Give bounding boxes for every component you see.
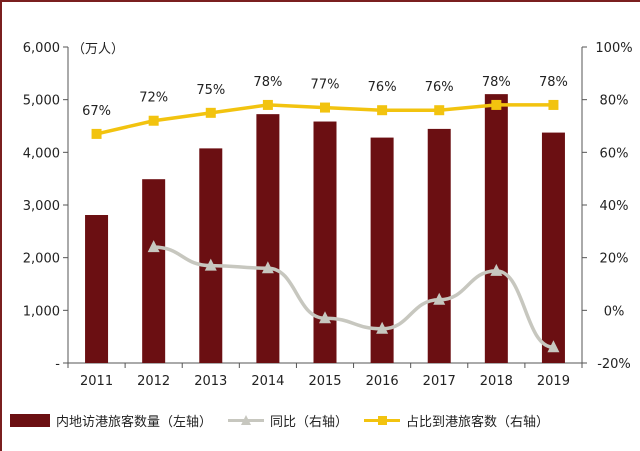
legend-item-visitors: 内地访港旅客数量（左轴） — [10, 411, 212, 430]
data-label-share: 76% — [425, 80, 454, 95]
marker-yoy — [490, 263, 503, 276]
x-tick-label: 2015 — [308, 374, 341, 389]
chart-legend: 内地访港旅客数量（左轴） 同比（右轴） 占比到港旅客数（右轴） — [10, 408, 635, 432]
bar-visitors — [484, 94, 508, 364]
marker-yoy — [547, 340, 560, 353]
right-tick-label: 100% — [595, 41, 632, 56]
x-tick-label: 2017 — [423, 374, 456, 389]
data-label-share: 76% — [368, 80, 397, 95]
marker-share — [262, 99, 273, 110]
marker-yoy — [147, 240, 160, 253]
bar-visitors — [313, 121, 337, 363]
data-label-share: 78% — [482, 75, 511, 90]
marker-yoy — [319, 311, 331, 324]
frame-left-border — [0, 0, 2, 451]
x-tick-label: 2013 — [194, 374, 227, 389]
marker-share — [491, 99, 502, 110]
legend-label-visitors: 内地访港旅客数量（左轴） — [56, 414, 213, 430]
legend-item-yoy: 同比（右轴） — [228, 411, 348, 430]
x-tick-label: 2019 — [537, 374, 570, 389]
left-axis-unit-label: （万人） — [72, 42, 124, 57]
marker-yoy — [261, 261, 274, 274]
marker-share — [91, 128, 102, 139]
data-label-share: 67% — [82, 104, 111, 119]
marker-share — [377, 105, 388, 116]
left-tick-label: 5,000 — [23, 94, 60, 109]
bar-visitors — [199, 148, 223, 363]
legend-yoy-swatch — [228, 414, 265, 427]
bar-visitors — [256, 114, 280, 364]
x-tick-label: 2016 — [366, 374, 399, 389]
left-tick-label: - — [55, 357, 60, 372]
legend-label-yoy: 同比（右轴） — [270, 414, 349, 430]
data-label-share: 75% — [196, 83, 225, 98]
x-tick-label: 2011 — [80, 374, 113, 389]
marker-yoy — [204, 258, 217, 271]
legend-bar-swatch — [10, 413, 50, 427]
right-tick-label: 40% — [600, 199, 629, 214]
bar-visitors — [541, 132, 565, 363]
x-tick-label: 2014 — [251, 374, 284, 389]
data-label-share: 78% — [539, 75, 568, 90]
left-tick-label: 4,000 — [23, 146, 60, 161]
x-tick-label: 2012 — [137, 374, 170, 389]
data-label-share: 78% — [253, 75, 282, 90]
legend-share-swatch — [364, 414, 401, 427]
marker-yoy — [433, 292, 446, 305]
legend-item-share: 占比到港旅客数（右轴） — [364, 411, 549, 430]
bar-visitors — [142, 179, 166, 363]
marker-share — [320, 102, 330, 113]
marker-share — [148, 115, 159, 126]
left-tick-label: 1,000 — [23, 304, 60, 319]
bar-visitors — [370, 137, 394, 363]
right-tick-label: 80% — [600, 94, 629, 109]
left-tick-label: 2,000 — [23, 252, 60, 267]
marker-share — [434, 105, 445, 116]
right-tick-label: -20% — [597, 357, 631, 372]
marker-share — [548, 99, 559, 110]
frame-top-border — [0, 0, 640, 2]
bar-visitors — [427, 128, 451, 363]
legend-label-share: 占比到港旅客数（右轴） — [406, 414, 550, 430]
data-label-share: 77% — [311, 78, 340, 93]
left-tick-label: 6,000 — [23, 41, 60, 56]
marker-share — [205, 107, 216, 118]
marker-yoy — [376, 321, 389, 334]
right-tick-label: 0% — [604, 304, 625, 319]
data-label-share: 72% — [139, 91, 168, 106]
right-tick-label: 20% — [600, 252, 629, 267]
left-tick-label: 3,000 — [23, 199, 60, 214]
bar-visitors — [85, 215, 109, 363]
x-tick-label: 2018 — [480, 374, 513, 389]
right-tick-label: 60% — [600, 146, 629, 161]
